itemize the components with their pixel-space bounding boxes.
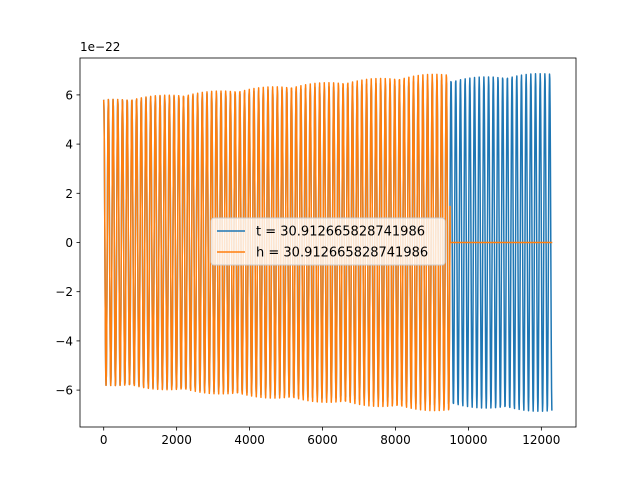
- x-tick-label: 0: [100, 433, 108, 447]
- axes-layer: 0 2000 4000 6000 8000 10000 12000 −6 −4 −2 0 2 4 6: [55, 57, 577, 447]
- y-tick-label: 4: [65, 138, 73, 152]
- legend-label: h = 30.912665828741986: [256, 246, 428, 261]
- y-tick-label: 0: [65, 236, 73, 250]
- legend[interactable]: t = 30.912665828741986 h = 30.91266582874…: [210, 217, 446, 266]
- y-tick-label: −6: [55, 384, 73, 398]
- series-line-h: [102, 73, 553, 412]
- legend-box: [210, 217, 446, 266]
- x-tick-label: 2000: [161, 433, 192, 447]
- y-tick-label: −2: [55, 285, 73, 299]
- x-tick-label: 12000: [522, 433, 560, 447]
- y-offset-label: 1e−22: [80, 40, 120, 54]
- legend-label: t = 30.912665828741986: [256, 225, 425, 240]
- x-tick-label: 6000: [307, 433, 338, 447]
- y-tick-label: 2: [65, 187, 73, 201]
- x-tick-label: 8000: [380, 433, 411, 447]
- x-tick-label: 10000: [449, 433, 487, 447]
- y-tick-label: −4: [55, 334, 73, 348]
- x-tick-label: 4000: [234, 433, 265, 447]
- y-tick-label: 6: [65, 88, 73, 102]
